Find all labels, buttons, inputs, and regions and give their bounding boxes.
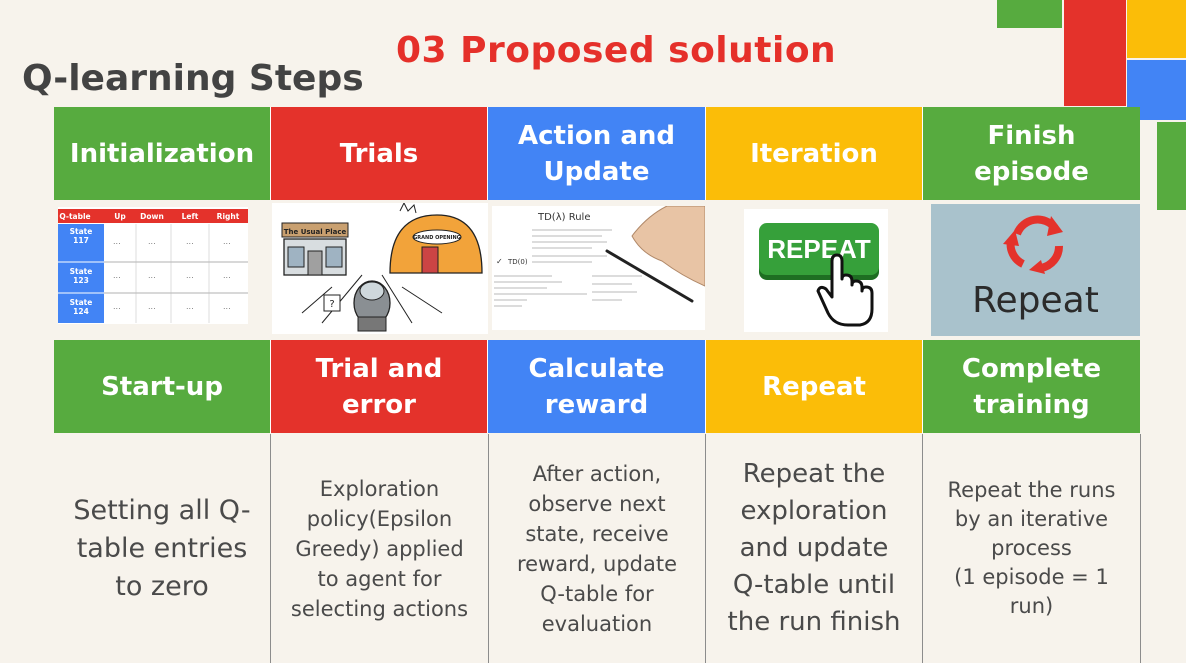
qtable-row-state: State 117	[69, 227, 93, 245]
deco-red-block	[1064, 0, 1126, 106]
trials-illustration: The Usual Place GRAND OPENING ?	[272, 203, 488, 334]
qtable-col-header: Right	[217, 212, 240, 221]
repeat-button-label: REPEAT	[767, 233, 871, 264]
qtable-cell: ...	[186, 302, 194, 311]
description-trial-and-error: Exploration policy(Epsilon Greedy) appli…	[290, 476, 469, 621]
column-divider	[922, 434, 923, 663]
qtable-cell: ...	[186, 271, 194, 280]
label-trial-and-error: Trial and error	[271, 340, 488, 433]
qtable-image: Q-table Up Down Left Right State 117 Sta…	[58, 207, 248, 324]
repeat-icon-label: Repeat	[972, 280, 1099, 321]
recycle-arrows-icon	[1003, 215, 1063, 274]
td-rule-whiteboard: TD(λ) Rule TD(0) ✓	[492, 206, 705, 330]
slide-subtitle: Q-learning Steps	[22, 58, 364, 99]
label-complete-training: Complete training	[923, 340, 1140, 433]
td-rule-svg: TD(λ) Rule TD(0) ✓	[494, 206, 705, 307]
description-complete-training: Repeat the runs by an iterative process …	[947, 478, 1116, 618]
qtable-col-header: Left	[182, 212, 199, 221]
column-divider	[270, 434, 271, 663]
trials-question-mark: ?	[329, 299, 334, 310]
label-start-up: Start-up	[54, 340, 271, 433]
deco-green-block-side	[1157, 122, 1186, 210]
qtable-cell: ...	[223, 271, 231, 280]
trials-sign-grand-opening: GRAND OPENING	[413, 235, 461, 241]
trials-sign-usual-place: The Usual Place	[284, 228, 347, 236]
repeat-icon-image: Repeat	[931, 204, 1140, 336]
column-divider	[705, 434, 706, 663]
qtable-cell: ...	[223, 302, 231, 311]
td-rule-check: ✓	[496, 257, 503, 266]
qtable-cell: ...	[148, 302, 156, 311]
qtable-cell: ...	[113, 271, 121, 280]
qtable-cell: ...	[148, 271, 156, 280]
column-divider	[488, 434, 489, 663]
label-calculate-reward: Calculate reward	[488, 340, 706, 433]
header-trials: Trials	[271, 107, 488, 200]
trials-sketch-svg: The Usual Place GRAND OPENING ?	[281, 203, 483, 332]
qtable-cell: ...	[113, 302, 121, 311]
qtable-cell: ...	[113, 237, 121, 246]
description-start-up: Setting all Q- table entries to zero	[73, 494, 251, 602]
column-divider	[1140, 434, 1141, 663]
deco-green-block-top	[997, 0, 1062, 28]
qtable-cell: ...	[186, 237, 194, 246]
qtable-cell: ...	[148, 237, 156, 246]
description-repeat: Repeat the exploration and update Q-tabl…	[727, 459, 901, 637]
header-initialization: Initialization	[54, 107, 271, 200]
qtable-col-header: Q-table	[59, 212, 90, 221]
qtable-row-state: State 123	[69, 267, 93, 285]
qtable-cell: ...	[223, 237, 231, 246]
pointer-hand-icon	[816, 253, 874, 327]
qtable-col-header: Up	[114, 212, 126, 221]
header-action-update: Action and Update	[488, 107, 706, 200]
td-rule-side-label: TD(0)	[507, 258, 528, 266]
header-finish-episode: Finish episode	[923, 107, 1140, 200]
label-repeat: Repeat	[706, 340, 923, 433]
header-iteration: Iteration	[706, 107, 923, 200]
qtable-svg: Q-table Up Down Left Right	[58, 209, 248, 323]
repeat-button-image: REPEAT	[744, 209, 888, 332]
qtable-row-state: State 124	[69, 298, 93, 316]
repeat-button-graphic: REPEAT	[759, 223, 879, 275]
td-rule-heading: TD(λ) Rule	[537, 212, 590, 223]
qtable-col-header: Down	[140, 212, 164, 221]
slide-title: 03 Proposed solution	[396, 30, 837, 71]
description-calculate-reward: After action, observe next state, receiv…	[516, 461, 678, 636]
deco-yellow-block	[1127, 0, 1186, 58]
